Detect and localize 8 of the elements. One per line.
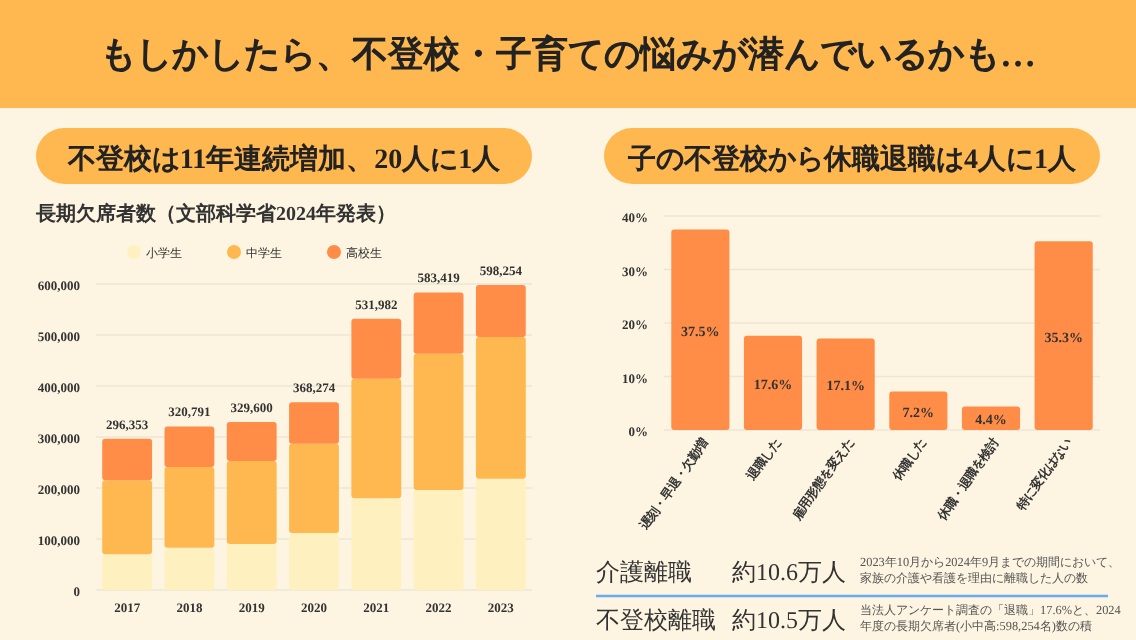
chart-title: 不登校は11年連続増加、20人に1人 [65,142,503,176]
chart-title: 子の不登校から休職退職は4人に1人 [626,142,1078,176]
text: もしかしたら、不登校・子育ての悩みが潜んでいるかも… [100,32,1036,74]
chart-subtitle: 長期欠席者数（文部科学省2024年発表） [34,202,396,226]
text: 約10.5万人 [732,603,846,637]
text: 介護離職 [596,555,692,589]
text: 約10.6万人 [732,555,846,589]
text: 不登校離職 [596,603,716,637]
